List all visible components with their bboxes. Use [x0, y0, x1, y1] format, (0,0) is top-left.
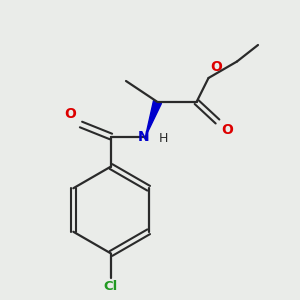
- Text: O: O: [210, 59, 222, 74]
- Text: O: O: [64, 107, 76, 122]
- Polygon shape: [146, 100, 161, 136]
- Text: H: H: [159, 131, 168, 145]
- Text: Cl: Cl: [104, 280, 118, 293]
- Text: O: O: [221, 123, 233, 137]
- Text: N: N: [138, 130, 150, 143]
